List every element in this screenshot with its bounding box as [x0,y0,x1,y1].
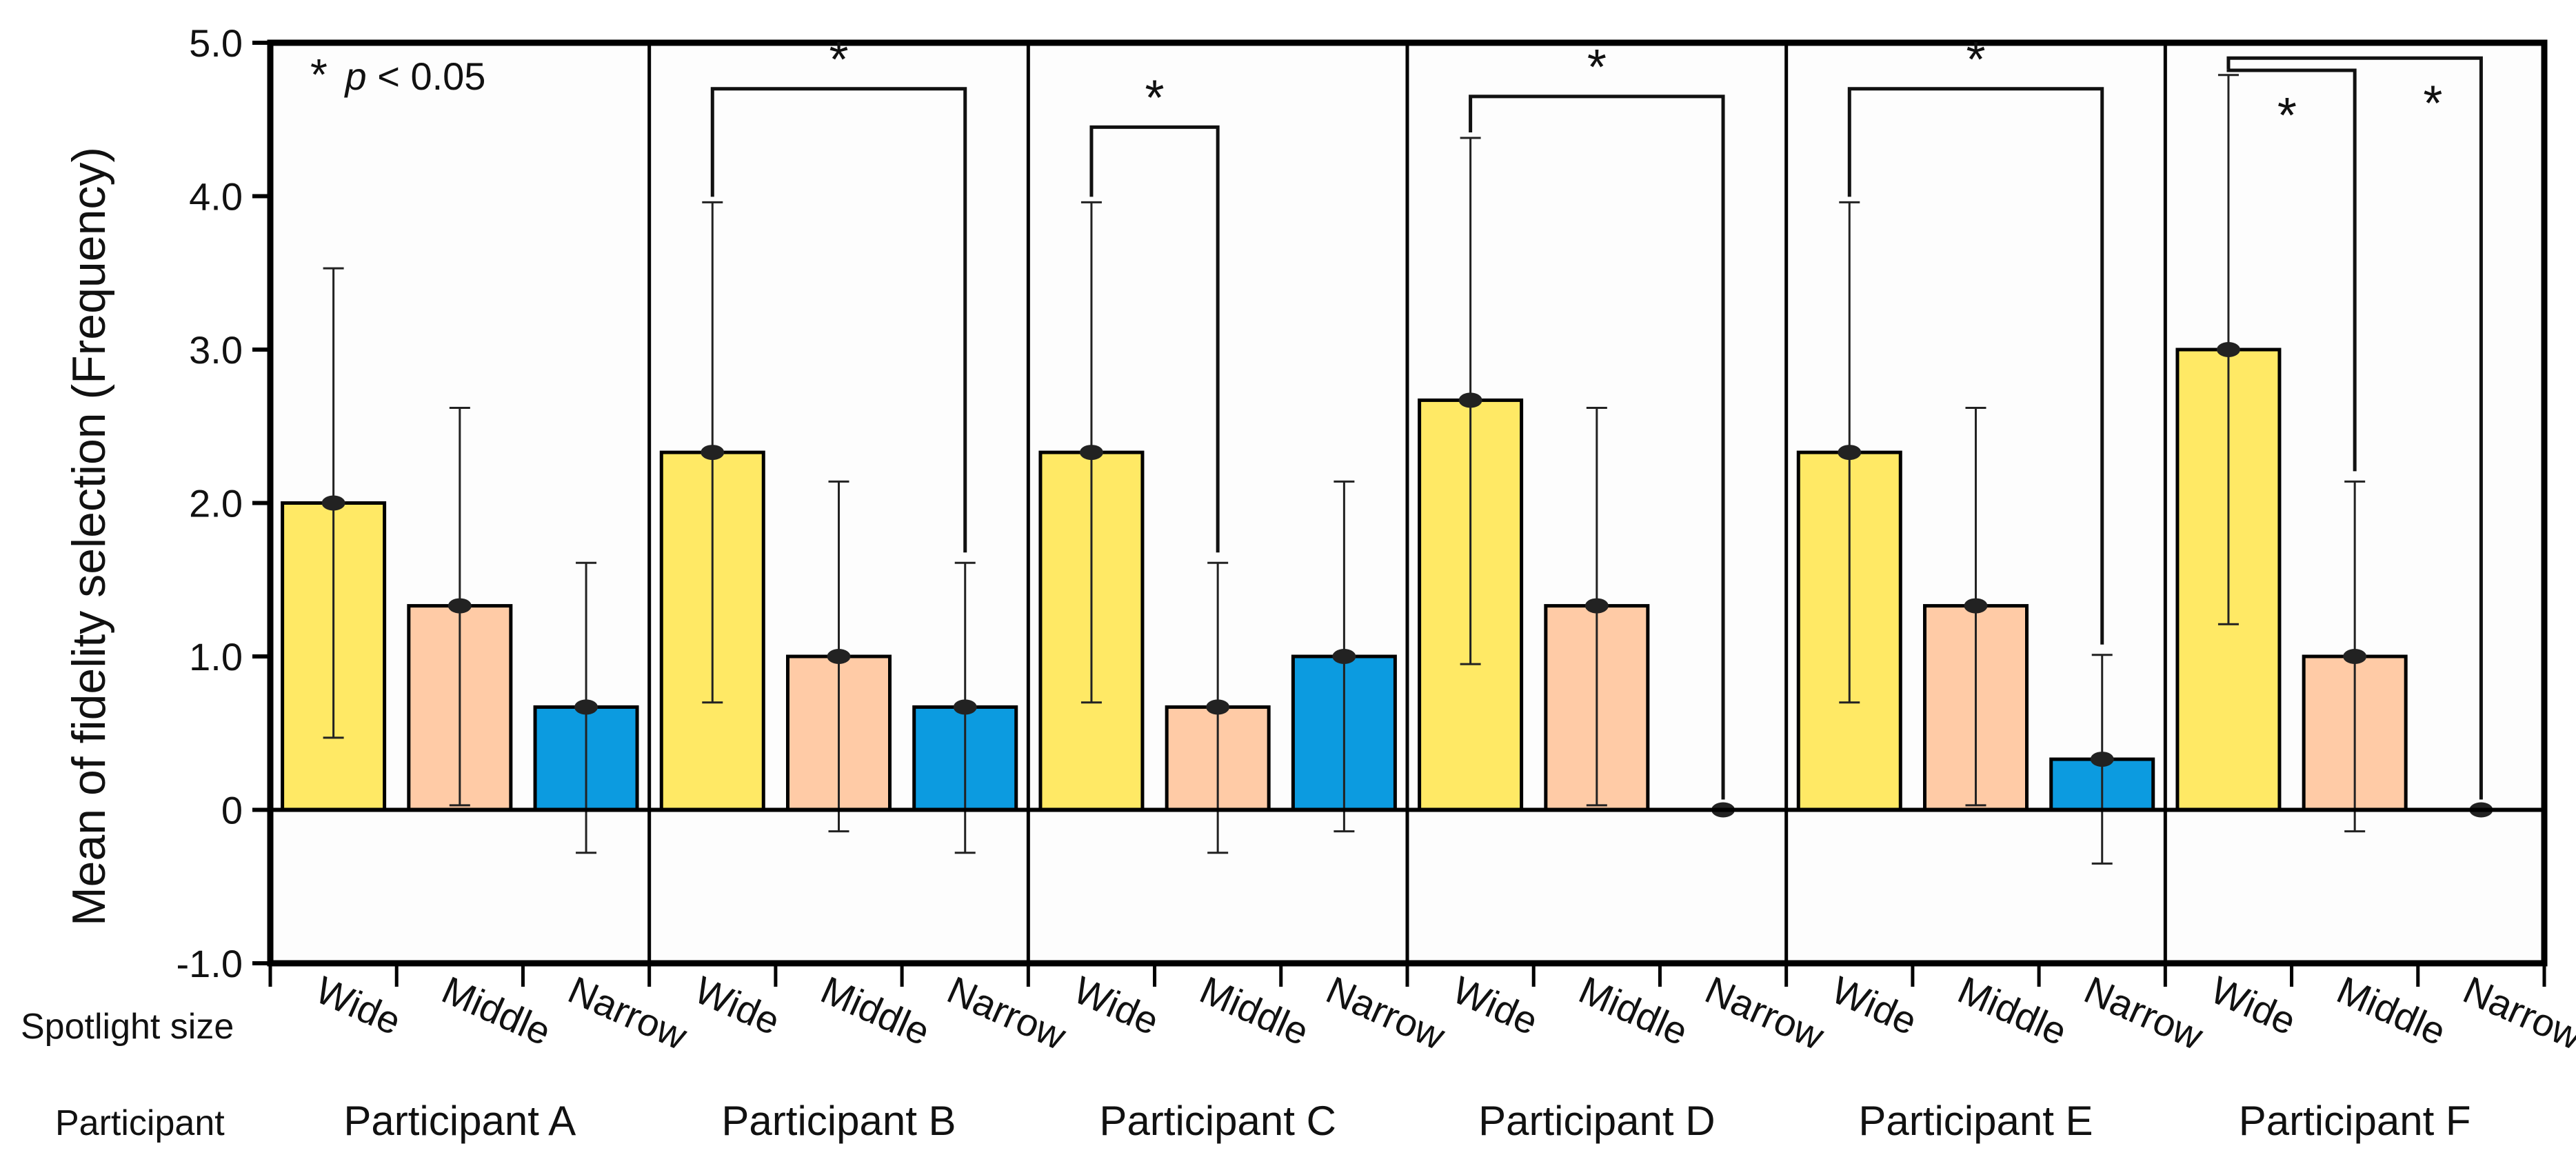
significance-bracket [1089,125,1220,553]
spotlight-size-row-label: Spotlight size [21,1007,234,1047]
mean-marker [827,649,851,664]
significance-star: * [1587,40,1607,95]
participant-label: Participant D [1478,1098,1715,1144]
significance-bracket [2226,68,2357,472]
significance-star: * [829,32,848,88]
mean-marker [1458,392,1482,408]
significance-legend-star: * [310,50,328,99]
mean-marker [701,445,725,461]
mean-marker [321,495,345,511]
mean-marker [1206,699,1230,715]
significance-legend-p: p [343,54,366,98]
y-tick-label: 5.0 [189,21,243,65]
participant-label: Participant A [343,1098,576,1144]
y-tick-label: -1.0 [177,942,243,985]
significance-bracket [1847,87,2104,645]
participant-label: Participant C [1099,1098,1336,1144]
significance-star: * [2277,88,2297,143]
y-tick-label: 1.0 [189,635,243,679]
mean-marker [574,699,598,715]
mean-marker [1079,445,1103,461]
mean-marker [953,699,977,715]
mean-marker [1964,598,1988,614]
y-tick-label: 2.0 [189,482,243,525]
y-tick-label: 4.0 [189,175,243,219]
significance-star: * [2423,76,2442,131]
significance-bracket [2226,56,2483,800]
participant-label: Participant E [1858,1098,2093,1144]
plot-area [252,39,2548,987]
significance-legend-threshold: < 0.05 [377,54,485,98]
participant-label: Participant B [721,1098,956,1144]
mean-marker [2090,752,2114,767]
participant-label: Participant F [2239,1098,2471,1144]
mean-marker [1332,649,1356,664]
y-axis-label: Mean of fidelity selection (Frequency) [63,147,115,926]
significance-bracket [1469,94,1725,800]
mean-marker [2343,649,2367,664]
mean-marker [447,598,472,614]
participant-row-label: Participant [55,1103,225,1143]
mean-marker [1838,445,1862,461]
y-tick-label: 0 [221,789,243,832]
significance-star: * [1966,32,1985,88]
plot-frame [267,39,2548,967]
significance-star: * [1145,70,1165,125]
significance-bracket [710,87,967,553]
significance-legend: * p < 0.05 [310,50,485,99]
mean-marker [1584,598,1609,614]
mean-marker [2216,342,2240,357]
y-tick-label: 3.0 [189,328,243,372]
